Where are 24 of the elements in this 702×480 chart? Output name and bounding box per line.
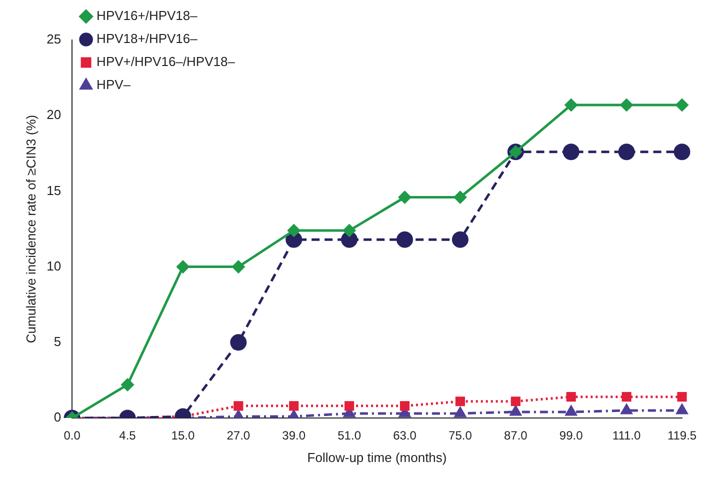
legend-label: HPV16+/HPV18– — [96, 8, 198, 24]
legend-label: HPV– — [96, 77, 132, 92]
x-tick-label: 4.5 — [119, 428, 136, 443]
x-tick-label: 27.0 — [226, 428, 250, 443]
y-tick-label: 25 — [46, 32, 62, 47]
y-axis-title: Cumulative incidence rate of ≥CIN3 (%) — [23, 114, 38, 344]
y-tick-label: 0 — [54, 410, 62, 425]
y-tick-label: 15 — [46, 182, 62, 198]
x-tick-label: 75.0 — [448, 428, 472, 443]
x-tick-label: 111.0 — [612, 428, 641, 443]
x-tick-label: 87.0 — [504, 428, 528, 443]
x-tick-label: 39.0 — [282, 428, 306, 443]
legend-label: HPV18+/HPV16– — [96, 31, 198, 46]
y-tick-label: 20 — [46, 107, 62, 122]
y-tick-label: 10 — [46, 258, 62, 274]
x-tick-label: 119.5 — [667, 428, 697, 443]
x-tick-label: 0.0 — [64, 428, 81, 443]
x-axis-title: Follow-up time (months) — [307, 450, 447, 465]
x-tick-label: 63.0 — [393, 428, 417, 443]
x-tick-label: 51.0 — [338, 428, 362, 443]
legend-label: HPV+/HPV16–/HPV18– — [96, 54, 236, 70]
x-tick-label: 99.0 — [559, 428, 584, 443]
x-tick-label: 15.0 — [171, 428, 195, 443]
y-tick-label: 5 — [54, 334, 62, 349]
